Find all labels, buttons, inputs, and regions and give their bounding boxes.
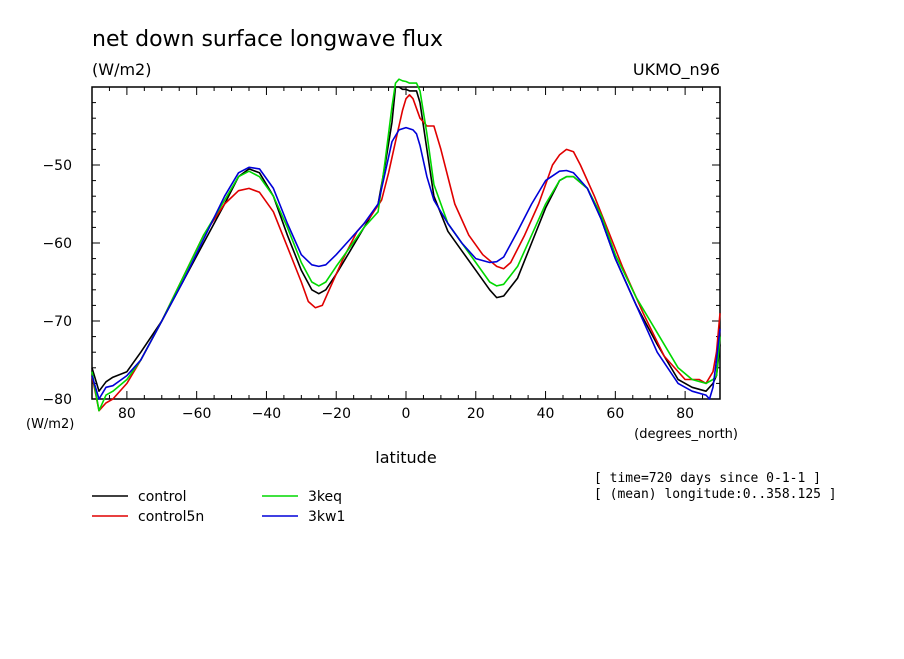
x-tick-label: 80 [676,406,694,422]
series-line-control5n [91,94,721,412]
x-tick-label: 40 [537,406,555,422]
x-tick-label: 60 [606,406,624,422]
chart-title: net down surface longwave flux [92,27,443,52]
x-tick-label: −60 [182,406,212,422]
ticks [91,86,721,400]
model-label: UKMO_n96 [633,60,720,80]
legend-label-control5n: control5n [138,509,204,525]
plot-frame [91,86,721,400]
x-tick-label: −40 [252,406,282,422]
x-axis-units: (degrees_north) [634,427,738,442]
legend-label-control: control [138,489,187,505]
y-tick-label: −80 [42,392,72,408]
x-tick-label: 80 [118,406,136,422]
y-tick-label: −70 [42,314,72,330]
legend: control 3keq control5n 3kw1 [92,489,345,525]
footnote-time: [ time=720 days since 0-1-1 ] [594,471,821,486]
x-tick-labels: 80 −60 −40 −20 0 20 40 60 80 [118,406,694,422]
x-tick-label: 0 [402,406,411,422]
legend-label-3kw1: 3kw1 [308,509,345,525]
series-line-3kw1 [91,126,721,400]
y-tick-labels: −80 −70 −60 −50 [42,158,72,408]
y-tick-label: −50 [42,158,72,174]
axes [91,86,721,400]
y-axis-units: (W/m2) [26,417,74,432]
x-tick-label: 20 [467,406,485,422]
series-lines [91,78,721,412]
legend-label-3keq: 3keq [308,489,342,505]
x-axis-label: latitude [375,448,436,467]
footnote-longitude: [ (mean) longitude:0..358.125 ] [594,487,837,502]
y-tick-label: −60 [42,236,72,252]
series-line-control [91,86,721,393]
series-line-3keq [91,78,721,412]
chart-units: (W/m2) [92,60,151,79]
x-tick-label: −20 [321,406,351,422]
